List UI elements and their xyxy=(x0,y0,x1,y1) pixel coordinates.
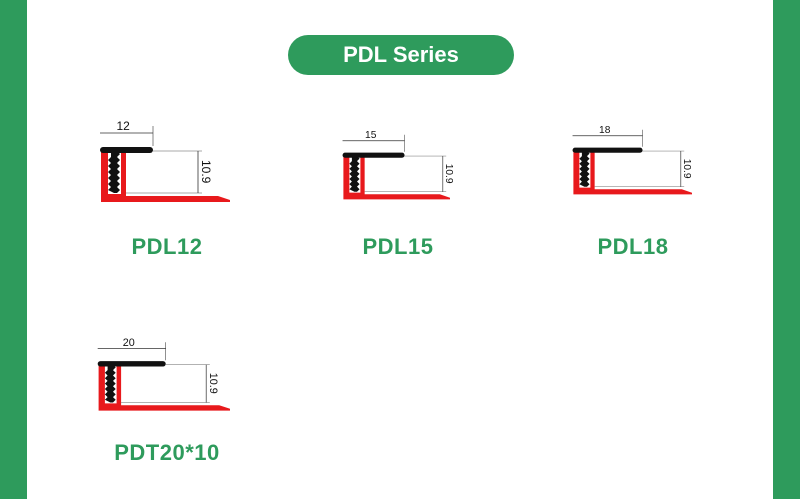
height-label: 10.9 xyxy=(443,164,454,184)
profile-drawing-pdl12: 12 10.9 xyxy=(100,119,230,202)
height-label: 10.9 xyxy=(681,159,692,179)
red-profile-body xyxy=(573,148,692,195)
black-top-cap xyxy=(100,147,153,153)
width-label: 12 xyxy=(117,119,131,133)
product-label-pdl18: PDL18 xyxy=(597,234,669,259)
height-label: 10.9 xyxy=(207,373,219,394)
black-insert-stem xyxy=(579,151,590,187)
black-top-cap xyxy=(342,152,405,158)
width-label: 20 xyxy=(123,337,135,349)
width-label: 18 xyxy=(599,125,611,136)
right-green-border xyxy=(773,0,800,499)
profile-drawing-pdt20: 20 10.9 xyxy=(97,337,230,411)
profile-drawing-pdl18: 18 10.9 xyxy=(572,125,692,195)
red-profile-body xyxy=(343,153,450,200)
black-top-cap xyxy=(97,361,166,367)
left-green-border xyxy=(0,0,27,499)
width-label: 15 xyxy=(365,130,377,141)
series-title: PDL Series xyxy=(288,35,514,75)
black-insert-stem xyxy=(108,151,120,193)
height-label: 10.9 xyxy=(199,160,213,184)
product-label-pdt20x10: PDT20*10 xyxy=(114,440,220,465)
product-label-pdl15: PDL15 xyxy=(362,234,434,259)
black-insert-stem xyxy=(349,156,360,192)
black-top-cap xyxy=(572,147,643,153)
red-profile-body xyxy=(101,148,230,202)
profile-drawing-pdl15: 15 10.9 xyxy=(342,130,454,200)
red-profile-body xyxy=(98,362,230,411)
product-label-pdl12: PDL12 xyxy=(131,234,203,259)
black-insert-stem xyxy=(104,364,116,403)
